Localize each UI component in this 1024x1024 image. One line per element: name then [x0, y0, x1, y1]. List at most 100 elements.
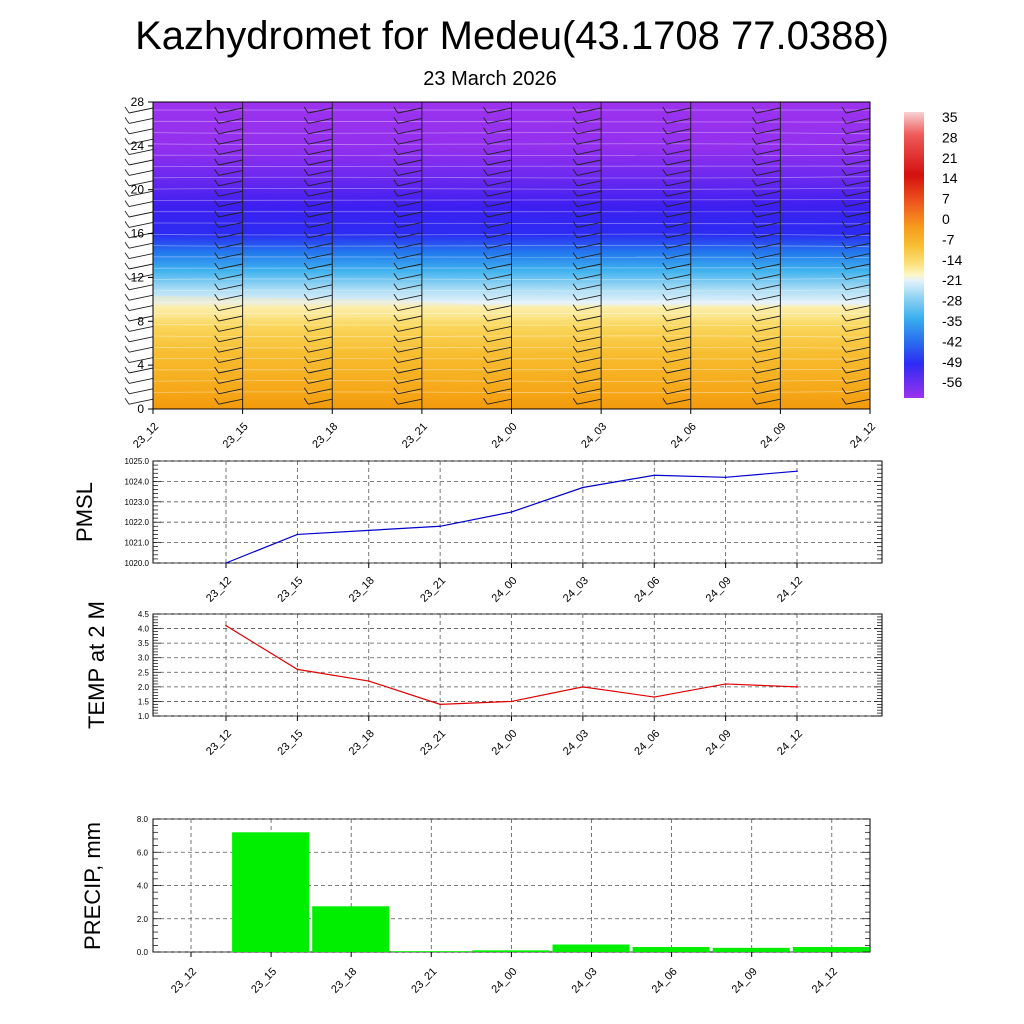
wind-barb — [218, 128, 243, 135]
wind-barb-flag — [303, 377, 309, 384]
wind-barb-flag — [662, 397, 668, 405]
wind-barb — [487, 284, 512, 291]
wind-barb-flag — [483, 387, 488, 395]
wind-barb — [756, 221, 781, 228]
wind-barb-flag — [752, 127, 757, 135]
wind-barb — [218, 253, 243, 260]
wind-barb-flag — [393, 377, 399, 384]
colorbar: 35 28 21 14 7 0 -7 -14 -21 -28 -35 -42 -49 -56 — [904, 109, 962, 398]
wind-barb — [845, 149, 871, 156]
wind-barb — [577, 377, 602, 384]
wind-barb — [397, 315, 422, 322]
wind-barb — [487, 117, 512, 124]
wind-barb — [845, 221, 871, 228]
wind-barb — [308, 336, 333, 343]
wind-barb-flag — [662, 366, 668, 374]
wind-barb — [487, 201, 512, 208]
wind-barb-flag — [662, 335, 668, 343]
wind-barb — [577, 159, 602, 166]
wind-barb — [577, 107, 602, 114]
wind-barb — [666, 128, 691, 135]
wind-barb — [218, 117, 243, 124]
x-tick-label: 24_00 — [489, 966, 519, 996]
wind-barb-flag — [483, 158, 488, 166]
wind-barb-flag — [393, 283, 399, 291]
wind-barb-flag — [841, 221, 847, 228]
wind-barb-flag — [303, 189, 309, 197]
wind-barb — [666, 263, 691, 270]
wind-barb-flag — [393, 387, 399, 395]
wind-barb — [845, 325, 871, 332]
colorbar-label: -35 — [942, 313, 962, 329]
wind-barb — [308, 284, 333, 291]
wind-barb — [128, 221, 154, 228]
data-point — [367, 529, 370, 532]
precip-bar — [792, 947, 870, 952]
wind-barb — [128, 325, 154, 332]
wind-barb — [308, 211, 333, 218]
wind-barb — [308, 221, 333, 228]
wind-barb — [397, 284, 422, 291]
x-tick-label: 24_12 — [775, 728, 805, 758]
wind-barb-flag — [483, 179, 488, 187]
wind-barb — [308, 263, 333, 270]
wind-barb-flag — [214, 325, 219, 332]
wind-barb-flag — [483, 283, 488, 291]
precip-bar — [632, 947, 710, 952]
wind-barb — [397, 117, 422, 124]
wind-barb-flag — [572, 117, 578, 124]
wind-barb-flag — [483, 210, 488, 218]
wind-barb-flag — [483, 314, 488, 322]
wind-barb — [577, 325, 602, 332]
wind-barb-flag — [662, 158, 668, 166]
x-tick-label: 23_15 — [221, 421, 251, 451]
wind-barb-flag — [214, 314, 219, 322]
wind-barb — [487, 190, 512, 197]
wind-barb-flag — [662, 325, 668, 332]
wind-barb — [308, 315, 333, 322]
wind-barb — [308, 138, 333, 145]
y-tick-label: 1023.0 — [125, 498, 150, 507]
wind-barb-flag — [303, 325, 309, 332]
wind-barb-flag — [214, 158, 219, 166]
wind-barb-flag — [841, 169, 847, 176]
wind-barb-flag — [214, 200, 219, 207]
data-point — [724, 476, 727, 479]
colorbar-label: 7 — [942, 191, 950, 207]
wind-barb-flag — [752, 169, 757, 176]
wind-barb-flag — [572, 356, 578, 363]
wind-barb — [666, 211, 691, 218]
data-point — [582, 686, 584, 688]
wind-barb-flag — [303, 106, 309, 114]
wind-barb-flag — [752, 241, 757, 249]
wind-barb — [666, 367, 691, 374]
wind-barb-flag — [752, 377, 757, 384]
x-tick-label: 24_09 — [704, 728, 734, 758]
data-point — [796, 470, 798, 473]
data-point — [653, 474, 656, 477]
wind-barb — [308, 305, 333, 312]
wind-barb — [218, 242, 243, 249]
wind-barb-flag — [841, 158, 847, 166]
temp-grid — [153, 613, 882, 717]
wind-barb-flag — [483, 273, 488, 280]
wind-barb — [845, 253, 871, 260]
temp-frame — [152, 613, 883, 717]
wind-barb — [756, 305, 781, 312]
wind-barb-flag — [752, 314, 757, 322]
wind-barb — [666, 346, 691, 353]
wind-barb — [756, 357, 781, 364]
x-tick-label: 24_06 — [669, 421, 699, 451]
wind-barb — [308, 107, 333, 114]
y-tick-label: 1.0 — [138, 712, 150, 721]
wind-barb — [845, 294, 871, 301]
wind-barb — [756, 180, 781, 187]
wind-barb — [577, 232, 602, 239]
precip-bar — [472, 950, 550, 952]
wind-barb — [308, 253, 333, 260]
colorbar-label: 35 — [942, 109, 958, 125]
wind-barb-flag — [483, 127, 488, 135]
data-point — [439, 703, 441, 706]
wind-barb-flag — [662, 283, 668, 291]
pmsl-frame — [152, 460, 883, 564]
